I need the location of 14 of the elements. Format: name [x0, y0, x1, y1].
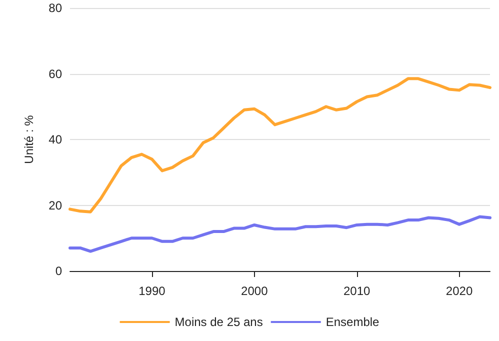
- y-tick-label: 80: [48, 1, 62, 15]
- line-series: [68, 77, 492, 214]
- line-series: [68, 215, 492, 253]
- x-tick-label: 2010: [343, 284, 370, 298]
- x-tick-label: 2020: [446, 284, 473, 298]
- x-tick-label: 1990: [138, 284, 166, 298]
- legend-label: Ensemble: [326, 315, 380, 329]
- y-tick-label: 0: [55, 264, 62, 278]
- x-tick-label: 2000: [241, 284, 268, 298]
- y-tick-label: 60: [48, 66, 62, 81]
- y-tick-label: 20: [48, 198, 62, 212]
- y-axis-title: Unité : %: [22, 114, 36, 164]
- legend-label: Moins de 25 ans: [174, 315, 263, 329]
- y-tick-label: 40: [48, 132, 62, 146]
